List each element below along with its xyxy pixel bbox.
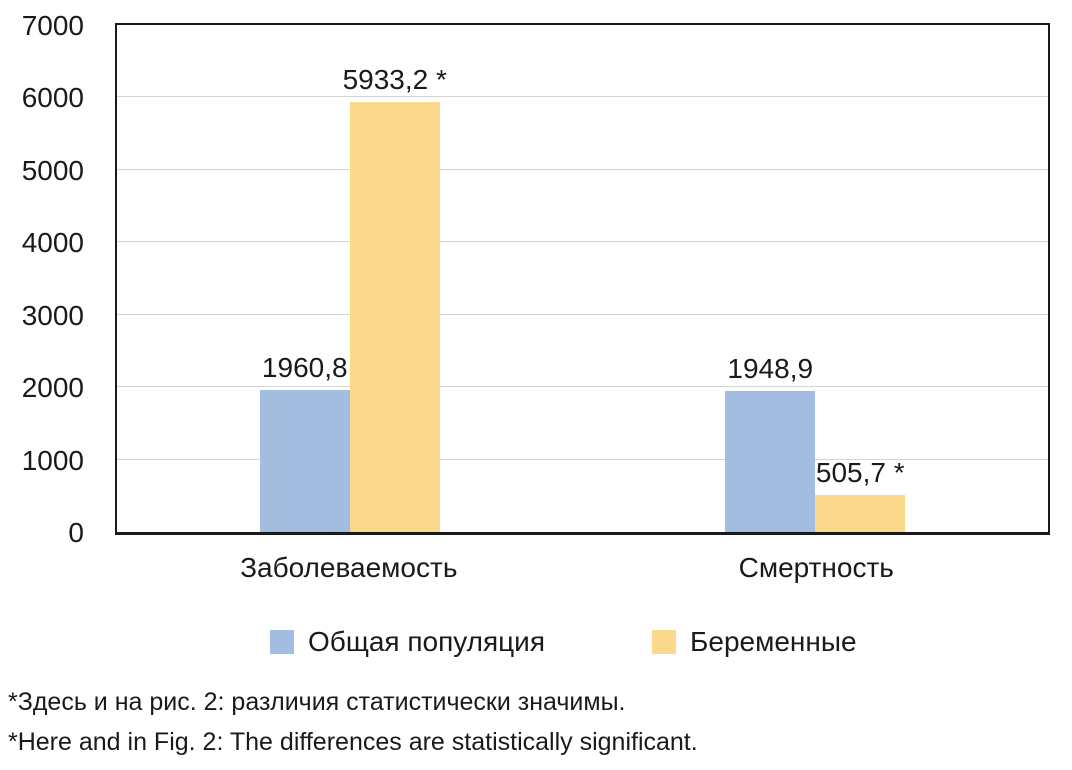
gridline bbox=[117, 241, 1048, 243]
gridline bbox=[117, 313, 1048, 315]
footnotes: *Здесь и на рис. 2: различия статистичес… bbox=[8, 682, 698, 762]
y-tick-label: 3000 bbox=[21, 299, 84, 331]
legend: Общая популяция Беременные bbox=[115, 628, 1050, 656]
category-label: Смертность bbox=[738, 552, 894, 583]
legend-swatch bbox=[652, 630, 676, 654]
gridline bbox=[117, 168, 1048, 170]
bar: 505,7 * bbox=[815, 459, 906, 532]
legend-label: Беременные bbox=[690, 626, 857, 657]
y-tick-label: 1000 bbox=[21, 444, 84, 476]
bar: 5933,2 * bbox=[343, 66, 447, 532]
plot-area: 1960,8 5933,2 * 1948,9 505,7 * bbox=[115, 23, 1050, 535]
bar-value-label: 1948,9 bbox=[727, 352, 814, 384]
category-label: Заболеваемость bbox=[240, 552, 458, 583]
bar-group: 1960,8 5933,2 * bbox=[117, 25, 583, 532]
bar-value-label: 505,7 * bbox=[815, 457, 905, 489]
bar: 1948,9 bbox=[725, 354, 816, 532]
y-tick-label: 6000 bbox=[21, 82, 84, 114]
bar-value-label: 5933,2 * bbox=[342, 64, 447, 96]
bar: 1960,8 bbox=[259, 353, 350, 532]
bar-value-label: 1960,8 bbox=[261, 351, 348, 383]
y-tick-label: 0 bbox=[68, 517, 84, 548]
y-tick-label: 4000 bbox=[21, 227, 84, 259]
gridline bbox=[117, 458, 1048, 460]
y-tick-label: 7000 bbox=[21, 10, 84, 41]
footnote-russian: *Здесь и на рис. 2: различия статистичес… bbox=[8, 688, 626, 716]
legend-swatch bbox=[270, 630, 294, 654]
gridline bbox=[117, 96, 1048, 98]
footnote-english: *Here and in Fig. 2: The differences are… bbox=[8, 728, 698, 756]
gridline bbox=[117, 386, 1048, 388]
y-axis-tick-labels: 0 1000 2000 3000 4000 5000 6000 7000 bbox=[0, 12, 84, 547]
bar-group: 1948,9 505,7 * bbox=[583, 25, 1049, 532]
y-tick-label: 2000 bbox=[21, 372, 84, 404]
legend-label: Общая популяция bbox=[308, 626, 545, 657]
category-axis-labels: Заболеваемость Смертность bbox=[115, 551, 1050, 585]
legend-item: Общая популяция bbox=[270, 628, 545, 656]
bar-groups: 1960,8 5933,2 * 1948,9 505,7 * bbox=[117, 25, 1048, 532]
legend-item: Беременные bbox=[652, 628, 857, 656]
y-tick-label: 5000 bbox=[21, 154, 84, 186]
